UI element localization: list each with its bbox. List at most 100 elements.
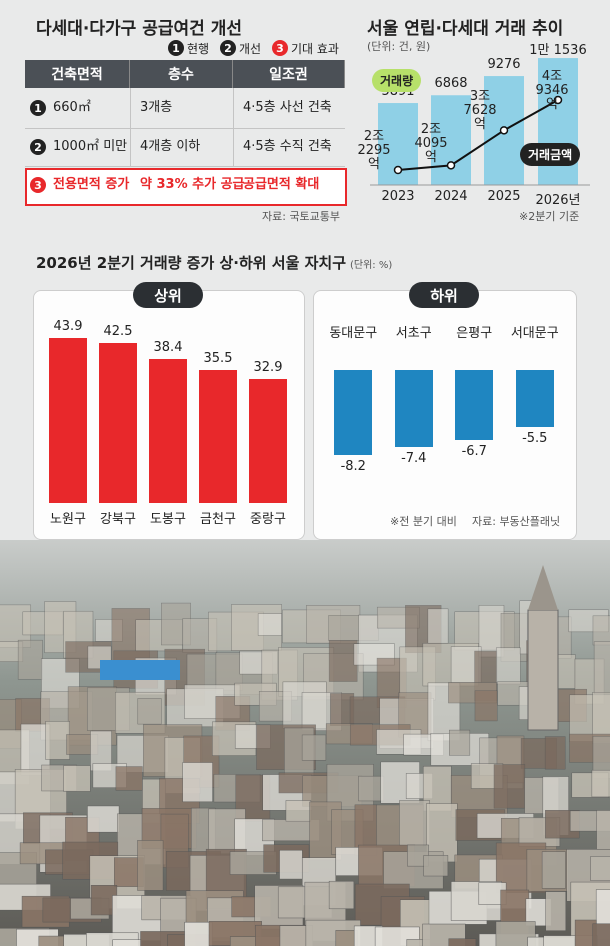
bar-value-label: 9276 [487,57,521,73]
legend-label: 현행 [187,42,210,56]
blue-roof [100,660,180,680]
chart-note: ※2분기 기준 [519,210,580,223]
building [544,736,566,770]
trend-chart [370,58,590,186]
row-rule [25,166,345,167]
table-cell: 1000㎡ 미만 [53,139,128,154]
bar-value-label: -8.2 [340,459,366,475]
x-tick-label: 은평구 [456,326,493,341]
line [397,99,559,171]
highlight-box [25,168,347,206]
number-marker: 3 [272,40,288,56]
building [328,880,355,910]
x-tick-label: 2025 [487,189,521,204]
building [184,921,213,946]
table-header: 일조권 [233,60,345,88]
table-header: 건축면적 [25,60,130,88]
chart-subtitle: (단위: %) [350,260,393,271]
bar-value-label: 1만 1536 [529,43,587,59]
panel-tab: 하위 [409,282,479,308]
number-marker: 2 [30,139,46,155]
row-rule [25,128,345,129]
line-point [553,95,563,105]
bar-value-label: 35.5 [203,350,233,366]
building [406,939,431,946]
building [399,800,430,846]
x-tick-label: 노원구 [50,512,86,527]
table-cell: 3개층 [140,100,173,115]
building [63,765,91,792]
building [112,939,142,946]
building [87,805,120,833]
bar-value-label: -5.5 [522,431,548,447]
building [279,925,313,946]
building [17,639,43,680]
building [137,840,164,891]
bar-value-label: -6.7 [461,443,487,459]
number-marker: 3 [30,177,46,193]
chart-title: 2026년 2분기 거래량 증가 상·하위 서울 자치구 [36,254,347,272]
church-spire [528,565,558,610]
building [593,641,610,695]
building [545,891,567,931]
line-value-label: 2조 2295억 [357,129,391,172]
bar [49,337,87,503]
x-tick-label: 2023 [381,189,415,204]
bar [199,369,237,503]
table-cell: 전용면적 증가 [53,177,130,192]
x-tick-label: 동대문구 [329,326,378,341]
church-tower [527,609,559,731]
building [596,810,610,850]
panel-tab: 상위 [133,282,203,308]
bar-value-label: 32.9 [253,360,283,376]
building [45,721,70,760]
x-tick-label: 2024 [434,189,468,204]
bar-value-label: 42.5 [103,324,133,340]
bar-value-label: 6868 [434,76,468,92]
building [257,613,282,636]
table-cell: 4개층 이하 [140,139,201,154]
table-cell: 660㎡ [53,100,91,115]
chart-title: 서울 연립·다세대 거래 추이 [367,19,564,39]
building [592,615,610,646]
line-point [499,126,509,135]
building [137,698,162,725]
x-tick-label: 2026년 [535,193,581,208]
col-rule [233,88,234,166]
legend-label: 기대 효과 [291,42,339,56]
building [358,775,385,802]
x-tick-label: 서초구 [395,326,432,341]
col-rule [130,88,131,166]
x-tick-label: 도봉구 [150,512,186,527]
bar [149,358,187,503]
bar [455,370,494,440]
chart-subtitle: (단위: 건, 원) [367,40,431,53]
table-header: 층수 [130,60,233,88]
building [448,938,477,946]
table-source: 자료: 국토교통부 [262,210,341,223]
building [543,935,598,946]
bar [334,370,373,456]
building [449,729,471,756]
x-tick-label: 서대문구 [510,326,559,341]
number-marker: 1 [168,40,184,56]
legend-label: 개선 [239,42,262,56]
building [427,608,449,644]
building [590,856,610,881]
bar [394,370,433,447]
line-value-label: 4조 9346억 [535,68,569,112]
line-point [446,161,456,170]
table-cell: 4·5층 수직 건축 [243,139,332,154]
building [541,851,566,889]
infographic: 다세대·다가구 공급여건 개선 1 현행 2 개선 3 기대 효과 건축면적 층수 일조권 660㎡… [25,19,590,540]
building [182,762,213,803]
building [115,766,143,791]
building [591,769,610,798]
building [423,855,449,877]
bar [515,370,554,428]
number-marker: 2 [220,40,236,56]
building [592,923,610,946]
building [328,640,358,682]
x-tick-label: 금천구 [200,512,236,527]
